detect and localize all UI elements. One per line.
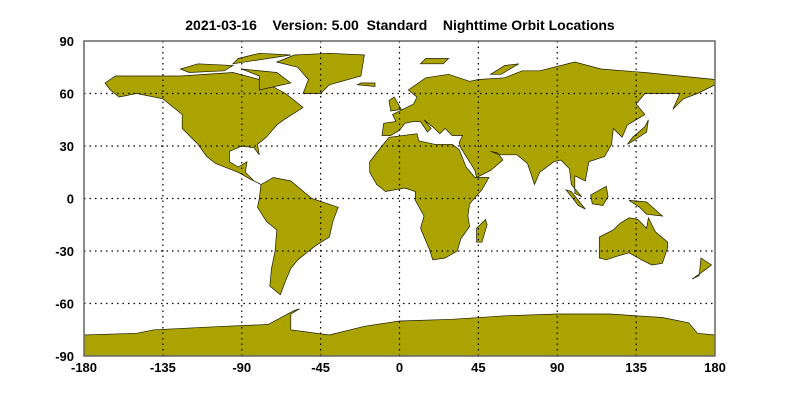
land-borneo (590, 185, 609, 206)
land-arctic-islands (179, 63, 235, 73)
y-tick-label: 30 (60, 139, 74, 154)
land-madagascar (476, 218, 488, 243)
x-tick-label: 0 (396, 360, 403, 375)
x-tick-label: 90 (550, 360, 564, 375)
land-antarctica (84, 308, 715, 356)
y-tick-label: -60 (55, 297, 74, 312)
x-tick-label: 180 (704, 360, 726, 375)
plot-frame (83, 40, 716, 357)
x-tick-label: -90 (232, 360, 251, 375)
land-new-guinea (628, 199, 664, 217)
grid-lines (84, 41, 715, 356)
y-tick-label: 60 (60, 87, 74, 102)
land-africa (369, 133, 490, 261)
land-sumatra (565, 189, 586, 210)
land-north-america (104, 72, 304, 185)
land-japan (627, 119, 649, 145)
land-svalbard (419, 58, 450, 65)
land-baffin (241, 68, 292, 91)
y-tick-label: 0 (67, 192, 74, 207)
y-tick-label: -90 (55, 349, 74, 364)
land-australia (598, 216, 669, 266)
land-novaya-zemlya (489, 63, 519, 75)
axis-ticks: -180 -135 -90 -45 0 45 90 135 180 90 60 30 0 -30 -60 -9… (55, 34, 726, 375)
x-tick-label: 45 (471, 360, 485, 375)
map-title: 2021-03-16 Version: 5.00 Standard Nightt… (185, 17, 615, 33)
x-tick-label: -135 (150, 360, 176, 375)
land-eurasia (381, 61, 715, 198)
land-iceland (356, 82, 376, 87)
x-tick-label: -45 (311, 360, 330, 375)
land-ellesmere (232, 52, 291, 65)
land-greenland (275, 52, 365, 94)
y-tick-label: 90 (60, 34, 74, 49)
continents (84, 52, 715, 356)
y-tick-label: -30 (55, 244, 74, 259)
x-tick-label: 135 (625, 360, 647, 375)
land-south-america (257, 177, 339, 296)
land-new-zealand (691, 257, 713, 280)
land-britain (388, 96, 402, 112)
x-tick-label: -180 (71, 360, 97, 375)
